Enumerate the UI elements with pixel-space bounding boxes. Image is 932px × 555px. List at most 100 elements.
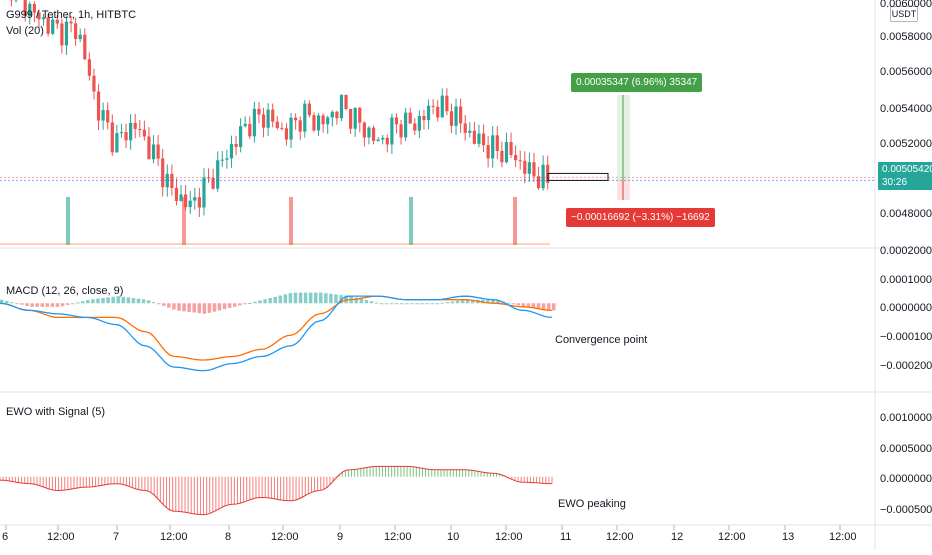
macd-histogram-bar (147, 300, 151, 303)
macd-histogram-bar (66, 303, 70, 305)
candle-body (358, 108, 361, 123)
candle-body (51, 20, 54, 34)
macd-histogram-bar (385, 303, 389, 304)
macd-histogram-bar (552, 303, 556, 310)
candle-body (450, 111, 453, 126)
macd-histogram-bar (5, 301, 9, 303)
macd-histogram-bar (405, 303, 409, 304)
candle-body (253, 109, 256, 136)
candle-body (285, 128, 288, 139)
candle-body (262, 114, 265, 127)
ewo-annotation: EWO peaking (558, 498, 626, 510)
candle-body (473, 131, 476, 144)
candle-body (432, 106, 435, 107)
macd-histogram-bar (289, 293, 293, 303)
candle-body (542, 165, 545, 188)
macd-histogram-bar (410, 303, 414, 304)
macd-histogram-bar (253, 302, 256, 304)
time-axis-label: 7 (113, 531, 119, 544)
ewo-axis-label: 0.00000000 (880, 473, 932, 486)
macd-histogram-bar (122, 297, 126, 303)
macd-histogram-bar (132, 298, 136, 303)
candle-body (257, 109, 260, 115)
macd-histogram-bar (522, 303, 526, 306)
time-axis-label: 10 (447, 531, 459, 544)
candle-body (317, 116, 320, 131)
candle-body (106, 110, 109, 122)
candle-body (234, 144, 237, 147)
macd-histogram-bar (177, 303, 181, 310)
candle-body (124, 132, 127, 140)
macd-histogram-bar (71, 303, 75, 304)
candle-body (441, 96, 444, 118)
candle-body (244, 124, 247, 126)
macd-histogram-bar (152, 302, 156, 303)
candle-body (422, 116, 425, 120)
macd-histogram-bar (375, 303, 379, 304)
candle-body (344, 95, 347, 109)
candle-body (377, 140, 380, 141)
candle-body (303, 104, 306, 132)
candle-body (198, 197, 201, 207)
macd-histogram-bar (41, 303, 45, 307)
macd-histogram-bar (56, 303, 60, 307)
candle-body (381, 138, 384, 140)
time-axis-label: 12 (671, 531, 683, 544)
candle-body (147, 136, 150, 159)
macd-histogram-bar (213, 303, 217, 311)
candle-body (514, 155, 517, 160)
candle-body (500, 151, 503, 162)
candle-body (312, 115, 315, 130)
candle-body (372, 128, 375, 141)
candle-body (340, 95, 343, 118)
candle-body (202, 177, 205, 207)
macd-histogram-bar (76, 302, 80, 303)
macd-histogram-bar (400, 303, 404, 304)
macd-histogram-bar (137, 299, 141, 304)
time-axis-label: 6 (2, 531, 8, 544)
macd-histogram-bar (187, 303, 191, 312)
candle-body (289, 118, 292, 140)
volume-bar (66, 197, 70, 245)
candle-body (88, 59, 91, 75)
candle-body (161, 159, 164, 188)
macd-histogram-bar (15, 303, 19, 304)
macd-axis-label: 0.00000000 (880, 302, 932, 315)
candle-body (390, 117, 393, 144)
candle-body (216, 160, 219, 188)
macd-histogram-bar (360, 299, 364, 303)
candle-body (477, 134, 480, 144)
ewo-title: EWO with Signal (5) (6, 406, 105, 418)
macd-histogram-bar (46, 303, 50, 307)
candle-body (115, 133, 118, 152)
candle-body (92, 76, 95, 92)
current-price-countdown: 30:26 (882, 176, 932, 189)
candle-body (468, 131, 471, 133)
macd-histogram-bar (192, 303, 196, 312)
candle-body (532, 162, 535, 176)
candle-body (276, 122, 279, 128)
candle-body (395, 117, 398, 124)
candle-body (143, 130, 146, 137)
candle-body (537, 176, 540, 188)
candle-body (436, 107, 439, 118)
macd-histogram-bar (127, 297, 130, 303)
candle-body (193, 197, 196, 200)
macd-histogram-bar (430, 303, 434, 304)
current-price-badge: 0.00505420 30:26 (878, 162, 932, 190)
candle-body (308, 104, 311, 116)
macd-histogram-bar (86, 300, 90, 303)
macd-histogram-bar (517, 303, 521, 305)
macd-histogram-bar (319, 293, 323, 304)
volume-label: Vol (20) (6, 25, 44, 37)
candle-body (399, 124, 402, 137)
candle-body (509, 142, 512, 155)
macd-histogram-bar (218, 303, 222, 310)
macd-histogram-bar (329, 294, 333, 303)
